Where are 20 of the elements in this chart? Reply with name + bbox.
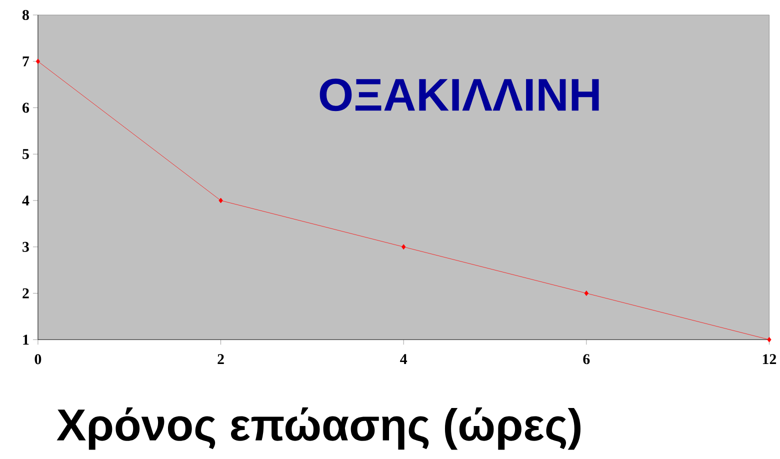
point — [767, 337, 772, 343]
x-tick-label: 2 — [218, 354, 224, 364]
y-tick-label: 1 — [23, 334, 29, 345]
y-tick-label: 3 — [22, 242, 29, 252]
point — [584, 290, 588, 296]
y-tick-label: 5 — [22, 149, 29, 160]
y-tick-label: 4 — [22, 196, 30, 206]
x-tick-label: 0 — [34, 354, 42, 364]
y-tick-label: 7 — [22, 56, 30, 66]
y-tick-label: 2 — [22, 288, 29, 298]
x-tick-label: 4 — [400, 354, 408, 364]
text: ΟΞΑΚΙΛΛΙΝΗ — [320, 78, 599, 112]
point — [218, 198, 223, 204]
point — [36, 58, 40, 64]
x-axis-title: Χρόνος επώασης (ώρες) — [56, 408, 580, 450]
x-tick-label: 12 — [762, 354, 776, 364]
point — [402, 244, 406, 250]
x-tick-label: 6 — [583, 354, 590, 364]
y-tick-label: 8 — [22, 10, 29, 20]
y-tick-label: 6 — [22, 102, 30, 113]
